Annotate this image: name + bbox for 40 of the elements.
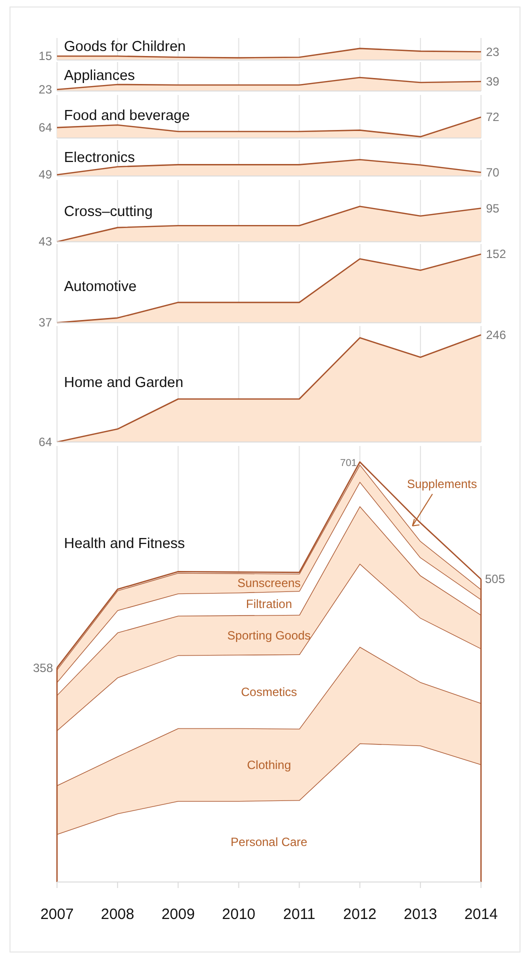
- data-label: 23: [486, 44, 500, 59]
- data-label: 64: [38, 120, 52, 135]
- x-tick-label: 2011: [283, 906, 316, 923]
- x-tick-label: 2012: [343, 906, 377, 923]
- x-tick-label: 2014: [464, 906, 498, 923]
- series-label: Cosmetics: [240, 685, 298, 700]
- x-tick-label: 2009: [161, 906, 195, 923]
- x-tick-label: 2013: [404, 906, 438, 923]
- text: Health and Fitness: [64, 536, 185, 552]
- x-tick-label: 2007: [40, 906, 74, 923]
- text: Food and beverage: [64, 108, 190, 124]
- data-label: 72: [486, 110, 500, 124]
- data-label: 43: [38, 234, 52, 249]
- x-tick-label: 2010: [222, 906, 256, 923]
- series-label: Sunscreens: [237, 576, 301, 590]
- series-label: Filtration: [246, 596, 292, 611]
- data-label: 15: [38, 49, 52, 64]
- x-tick-label: 2008: [100, 906, 134, 923]
- data-label: 39: [486, 74, 500, 88]
- series-label: Clothing: [246, 758, 292, 772]
- data-label: 64: [38, 435, 52, 449]
- text: Electronics: [64, 150, 135, 166]
- data-label: 23: [38, 82, 52, 96]
- data-label: 49: [38, 168, 52, 182]
- data-label: 37: [38, 316, 52, 330]
- annotation: 701: [340, 458, 358, 469]
- annotation: 358: [32, 660, 54, 675]
- annotation: 505: [485, 572, 506, 586]
- text: Cross–cutting: [64, 204, 153, 220]
- series-label: Supplements: [406, 477, 477, 491]
- text: Home and Garden: [64, 375, 184, 391]
- text: Appliances: [64, 68, 135, 84]
- text: Automotive: [64, 279, 137, 295]
- data-label: 152: [486, 247, 506, 262]
- series-label: Sporting Goods: [227, 628, 311, 642]
- data-label: 95: [486, 201, 500, 216]
- data-label: 246: [486, 328, 506, 342]
- series-label: Personal Care: [230, 834, 308, 849]
- data-label: 70: [486, 165, 500, 180]
- chart-title: Goods for Children: [64, 39, 186, 55]
